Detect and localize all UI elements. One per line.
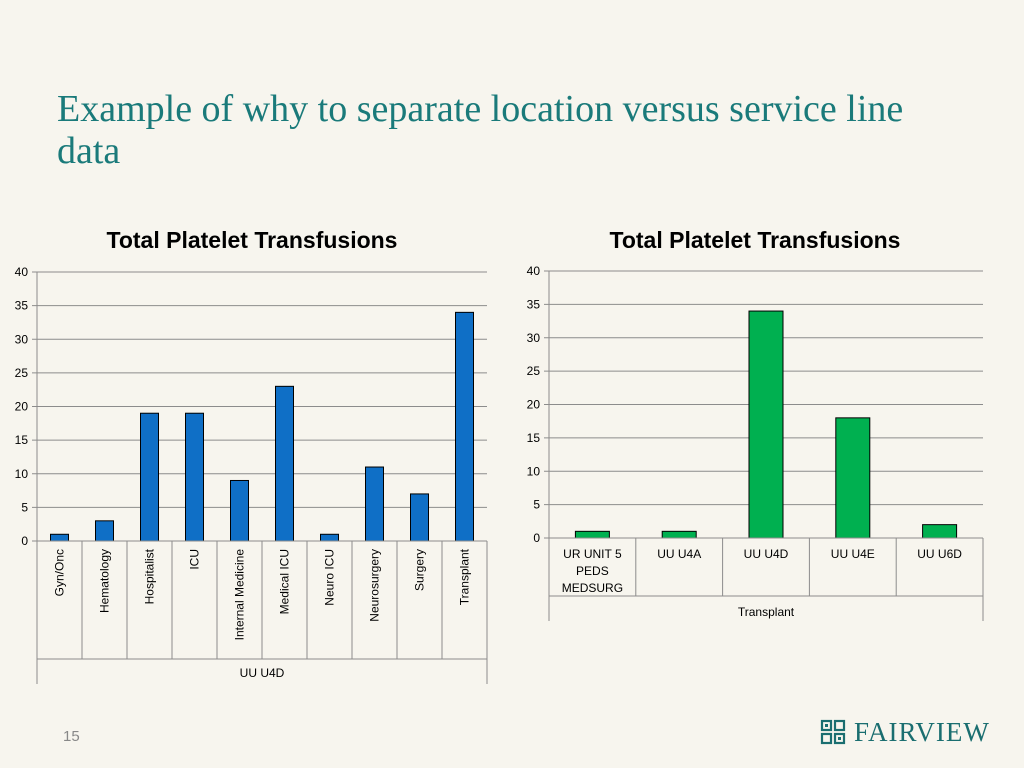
service-line-category-label: Internal Medicine [233, 549, 247, 641]
location-y-tick-label: 20 [527, 398, 541, 412]
location-y-tick-label: 40 [527, 264, 541, 278]
service-line-y-tick-label: 20 [15, 400, 29, 414]
service-line-category-label: ICU [188, 549, 202, 570]
service-line-y-tick-label: 25 [15, 366, 29, 380]
logo-text: FAIRVIEW [854, 717, 990, 747]
location-y-tick-label: 5 [533, 498, 540, 512]
fairview-cross-icon [820, 719, 846, 745]
location-category-label: UU U4A [657, 547, 701, 561]
service-line-y-tick-label: 10 [15, 467, 29, 481]
service-line-category-label: Neurosurgery [368, 549, 382, 622]
service-line-y-tick-label: 15 [15, 433, 29, 447]
slide-title: Example of why to separate location vers… [57, 88, 904, 172]
location-y-tick-label: 30 [527, 331, 541, 345]
service-line-category-label: Transplant [458, 548, 472, 605]
location-y-tick-label: 25 [527, 364, 541, 378]
location-y-tick-label: 10 [527, 464, 541, 478]
service-line-category-label: Hospitalist [143, 548, 157, 604]
location-bar [661, 530, 697, 539]
location-y-tick-label: 35 [527, 297, 541, 311]
location-y-tick-label: 0 [533, 531, 540, 545]
service-line-category-label: Hematology [98, 549, 112, 613]
location-group-label: Transplant [738, 605, 795, 619]
location-category-label: UU U6D [917, 547, 962, 561]
location-bar [748, 310, 784, 539]
location-category-label: UU U4D [744, 547, 789, 561]
location-category-label: UU U4E [831, 547, 875, 561]
location-bar [835, 417, 871, 539]
location-y-tick-label: 15 [527, 431, 541, 445]
page-number: 15 [63, 728, 80, 745]
service-line-y-tick-label: 35 [15, 299, 29, 313]
service-line-category-label: Surgery [413, 549, 427, 591]
service-line-y-tick-label: 40 [15, 265, 29, 279]
location-bar [922, 524, 958, 539]
service-line-y-tick-label: 5 [21, 500, 28, 514]
chart-2-title: Total Platelet Transfusions [609, 227, 901, 253]
service-line-y-tick-label: 0 [21, 534, 28, 548]
service-line-category-label: Neuro ICU [323, 549, 337, 606]
location-category-label: UR UNIT 5 PEDS MEDSURG [562, 547, 623, 595]
fairview-logo: FAIRVIEW [820, 718, 990, 746]
service-line-category-label: Medical ICU [278, 549, 292, 614]
service-line-group-label: UU U4D [240, 666, 285, 680]
service-line-category-label: Gyn/Onc [53, 549, 67, 596]
location-bar [574, 530, 610, 539]
service-line-y-tick-label: 30 [15, 332, 29, 346]
chart-1-title: Total Platelet Transfusions [106, 227, 398, 253]
